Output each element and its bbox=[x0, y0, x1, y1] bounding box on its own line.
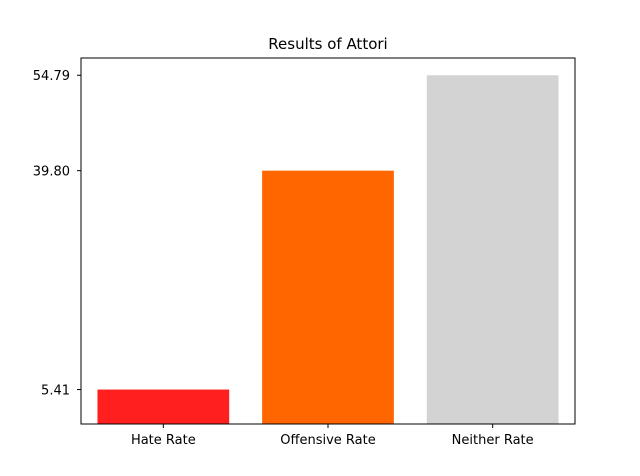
bar-offensive-rate bbox=[262, 170, 394, 424]
chart-title: Results of Attori bbox=[268, 35, 387, 53]
x-tick-label: Neither Rate bbox=[452, 433, 534, 448]
x-tick-label: Offensive Rate bbox=[280, 433, 375, 448]
y-tick-label: 5.41 bbox=[41, 384, 70, 399]
x-tick-label: Hate Rate bbox=[131, 433, 196, 448]
bar-neither-rate bbox=[426, 75, 559, 424]
plot-area: 5.41 39.80 54.79 Hate Rate Offensive Rate Nei… bbox=[33, 57, 576, 448]
y-tick-label: 39.80 bbox=[33, 165, 70, 180]
y-tick-label: 54.79 bbox=[33, 69, 70, 84]
bar-hate-rate bbox=[97, 389, 230, 424]
